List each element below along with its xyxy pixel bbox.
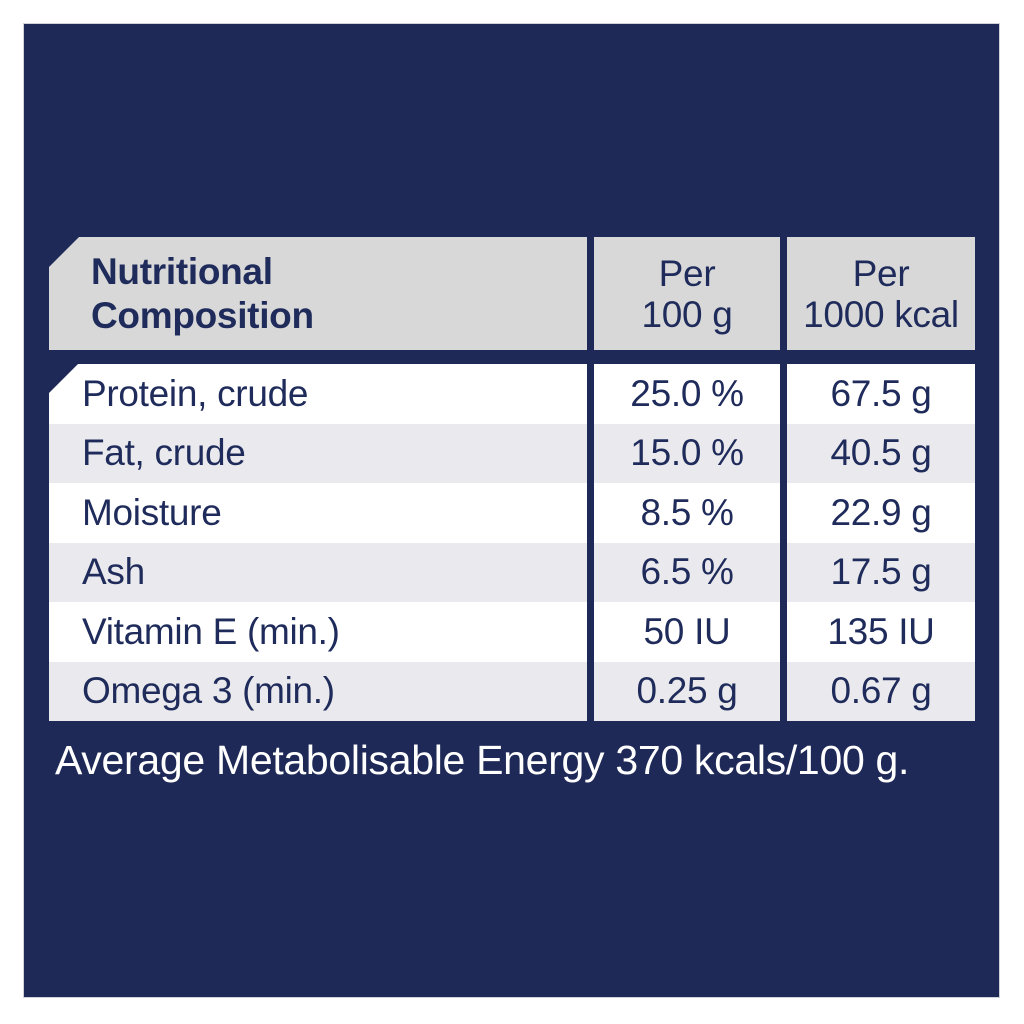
row-label: Moisture (49, 483, 587, 543)
row-label: Protein, crude (49, 364, 587, 424)
row-label: Omega 3 (min.) (49, 661, 587, 721)
table-row: Vitamin E (min.) 50 IU 135 IU (49, 602, 975, 662)
row-per-100g-value: 25.0 % (594, 364, 780, 424)
row-per-100g-value: 6.5 % (594, 542, 780, 602)
row-per-1000kcal-value: 40.5 g (787, 423, 975, 483)
table-row: Omega 3 (min.) 0.25 g 0.67 g (49, 661, 975, 721)
row-per-1000kcal-value: 0.67 g (787, 661, 975, 721)
row-label: Ash (49, 542, 587, 602)
table-body: Protein, crude 25.0 % 67.5 g Fat, crude … (49, 364, 975, 721)
metabolisable-energy-note: Average Metabolisable Energy 370 kcals/1… (55, 737, 910, 783)
header-col-per-100g: Per 100 g (594, 237, 780, 350)
header-title-line2: Composition (91, 294, 314, 336)
row-per-1000kcal-value: 22.9 g (787, 483, 975, 543)
table-header-row: Nutritional Composition Per 100 g Per 10… (49, 237, 975, 350)
header-col-per-1000kcal: Per 1000 kcal (787, 237, 975, 350)
header-col-per-100g-line2: 100 g (641, 293, 733, 335)
table-row: Protein, crude 25.0 % 67.5 g (49, 364, 975, 424)
header-title-cell: Nutritional Composition (49, 237, 587, 350)
table-row: Ash 6.5 % 17.5 g (49, 542, 975, 602)
label-background: Nutritional Composition Per 100 g Per 10… (24, 24, 999, 997)
row-per-100g-value: 15.0 % (594, 423, 780, 483)
row-label: Fat, crude (49, 423, 587, 483)
header-col-per-1000kcal-line1: Per (852, 252, 910, 294)
header-col-per-100g-line1: Per (658, 252, 716, 294)
row-label: Vitamin E (min.) (49, 602, 587, 662)
header-col-per-1000kcal-line2: 1000 kcal (803, 293, 959, 335)
row-per-100g-value: 8.5 % (594, 483, 780, 543)
row-per-1000kcal-value: 135 IU (787, 602, 975, 662)
row-per-100g-value: 50 IU (594, 602, 780, 662)
table-row: Moisture 8.5 % 22.9 g (49, 483, 975, 543)
nutrition-table: Nutritional Composition Per 100 g Per 10… (49, 237, 975, 721)
table-row: Fat, crude 15.0 % 40.5 g (49, 423, 975, 483)
row-per-1000kcal-value: 67.5 g (787, 364, 975, 424)
row-per-1000kcal-value: 17.5 g (787, 542, 975, 602)
header-title-line1: Nutritional (91, 250, 273, 292)
row-per-100g-value: 0.25 g (594, 661, 780, 721)
